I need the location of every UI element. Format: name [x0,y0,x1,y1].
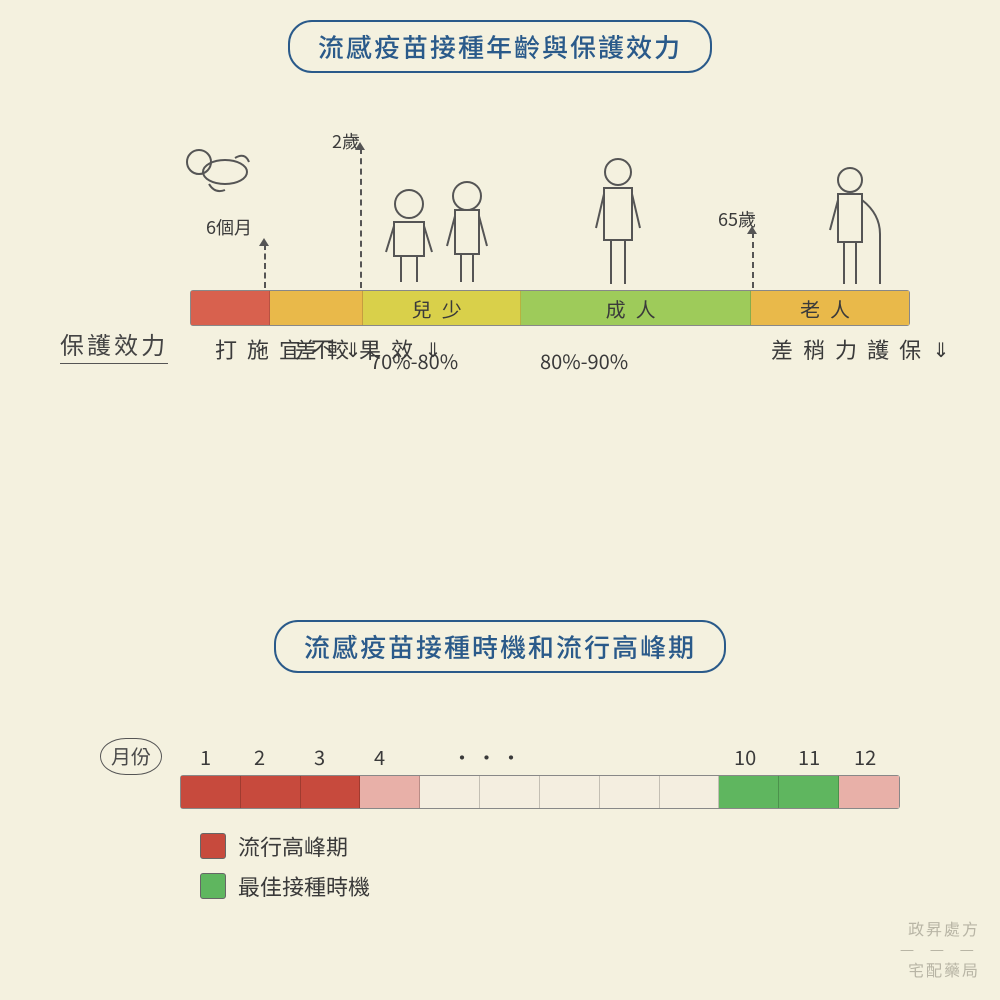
note-2: 70%-80% [370,346,458,375]
mseg-10 [719,776,779,808]
mlabel-10: 10 [734,742,756,771]
mseg-6 [480,776,540,808]
callout-65yr-arrow-icon [747,226,757,234]
mlabel-11: 11 [798,742,820,771]
legend-peak: 流行高峰期 [200,830,348,862]
figure-baby-icon [175,138,255,198]
legend-best: 最佳接種時機 [200,870,370,902]
section2-title: 流感疫苗接種時機和流行高峰期 [274,620,726,673]
mseg-7 [540,776,600,808]
mseg-4 [360,776,420,808]
legend-best-swatch [200,873,226,899]
mlabel-4: 4 [374,742,385,771]
legend-best-label: 最佳接種時機 [238,870,370,902]
callout-6mo-line [264,244,266,288]
mseg-2 [241,776,301,808]
section1-title: 流感疫苗接種年齡與保護效力 [288,20,712,73]
callout-2yr-line [360,148,362,288]
age-seg-3: 成人 [521,291,751,325]
age-seg-0 [191,291,270,325]
age-seg-2: 兒少 [363,291,521,325]
mlabel-1: 1 [200,742,211,771]
month-bar [180,775,900,809]
mlabel-2: 2 [254,742,265,771]
mseg-8 [600,776,660,808]
mlabel-3: 3 [314,742,325,771]
mseg-1 [181,776,241,808]
callout-2yr-arrow-icon [355,142,365,150]
mseg-3 [301,776,361,808]
month-axis-label: 月份 [100,738,162,775]
callout-2yr-label: 2歲 [332,128,360,154]
figure-adult-icon [588,156,648,288]
legend-peak-swatch [200,833,226,859]
callout-65yr-line [752,232,754,288]
watermark: 政昇處方 — — — 宅配藥局 [900,918,980,980]
age-seg-1 [270,291,363,325]
callout-6mo-label: 6個月 [206,214,252,240]
watermark-line1: 政昇處方 [900,918,980,939]
legend-peak-label: 流行高峰期 [238,830,348,862]
figure-child1-icon [382,186,437,286]
mseg-12 [839,776,899,808]
note-3: 80%-90% [540,346,628,375]
mseg-9 [660,776,720,808]
mlabel-dots: · · · [452,742,521,771]
age-seg-4: 老人 [751,291,909,325]
age-bar: 兒少 成人 老人 [190,290,910,326]
watermark-dash: — — — [900,938,980,959]
watermark-line2: 宅配藥局 [900,959,980,980]
mseg-11 [779,776,839,808]
mseg-5 [420,776,480,808]
callout-6mo-arrow-icon [259,238,269,246]
axis-label-protection: 保護效力 [60,326,168,364]
figure-child2-icon [440,176,495,286]
mlabel-12: 12 [854,742,876,771]
figure-elder-icon [820,164,900,288]
note-4: ⇓保護力稍差 [766,338,958,366]
